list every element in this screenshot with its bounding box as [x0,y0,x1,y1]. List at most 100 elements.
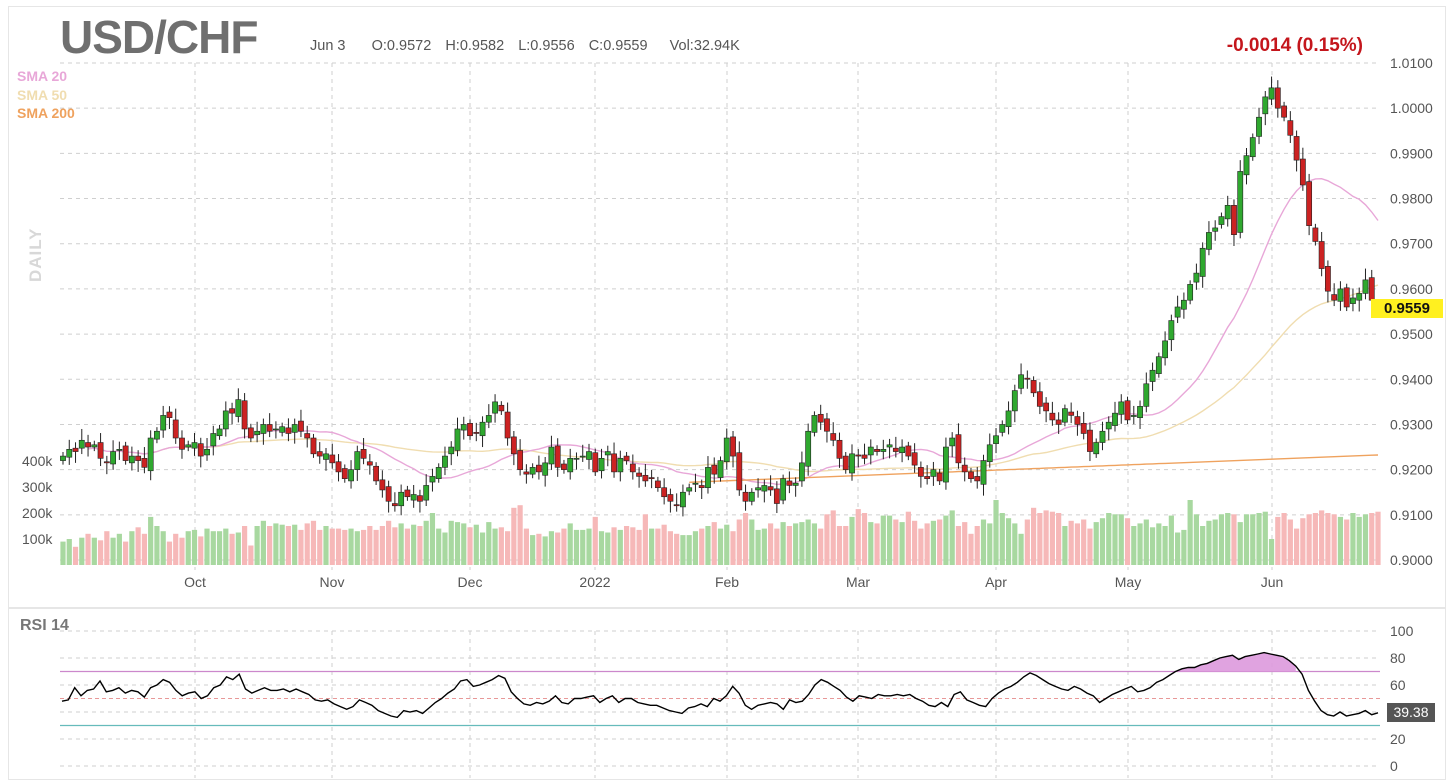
candle-body [1212,227,1219,232]
candle [1299,147,1306,191]
volume-bar [379,526,385,565]
candle [1080,412,1087,440]
candle [1180,292,1187,319]
candle-body [160,415,167,431]
volume-bar [1137,523,1143,565]
candle-body [504,411,511,439]
volume-bar [185,531,191,565]
volume-bar [1231,514,1237,565]
volume-bar [360,529,367,565]
candle-body [579,455,586,458]
legend-sma20[interactable]: SMA 20 [17,68,68,84]
candle [78,428,85,455]
candle-body [974,476,981,482]
volume-bar [761,528,767,565]
volume-bar [504,531,511,565]
candle-body [1043,402,1050,412]
candle [767,475,774,496]
candle-body [172,419,179,439]
candle [780,474,787,505]
rsi-tick-label: 60 [1390,677,1406,693]
candle [917,461,924,488]
candle [1350,288,1356,312]
rsi-line [61,651,1379,719]
volume-bar [924,523,930,565]
ohlc-readout: Jun 3 O:0.9572 H:0.9582 L:0.9556 C:0.955… [310,38,750,54]
candle [91,440,98,452]
candle-body [285,427,292,434]
candle-body [623,455,630,461]
volume-bar [1337,516,1344,565]
candle-body [266,424,273,432]
candle [886,438,893,459]
candle [711,457,718,484]
volume-bar [974,526,980,565]
candle [1130,405,1137,425]
volume-bar [354,531,360,565]
candle [1055,412,1062,434]
volume-bar [705,526,711,565]
candle-body [1162,340,1168,359]
candle-body [1274,87,1281,109]
volume-bar [267,526,273,565]
volume-bar [523,528,529,565]
volume-bar [1356,516,1362,565]
volume-bar [774,528,780,565]
candle [354,445,361,481]
candle-body [1331,294,1338,301]
candle [172,408,179,444]
candle-body [1155,356,1162,374]
candle [1237,160,1244,239]
candle [260,418,267,445]
candle-body [1080,423,1087,434]
candle-body [479,421,486,437]
volume-bar [1344,519,1350,565]
candle [366,454,373,475]
candle [1337,281,1344,311]
candle [692,473,699,493]
volume-bar [1243,514,1250,565]
volume-bar [811,523,818,565]
candle-body [642,474,649,482]
candle-body [1087,429,1093,452]
volume-bar [918,528,924,565]
candle-body [1168,320,1175,341]
volume-bar [235,532,241,565]
candle [179,430,185,459]
volume-bar [348,528,354,565]
candle-body [442,455,448,468]
volume-bar [204,528,210,565]
candle [1005,401,1012,435]
candle [892,436,899,458]
volume-bar [1168,515,1174,565]
volume-bar [398,523,404,565]
volume-bar [605,532,611,565]
candle [1343,283,1350,312]
volume-bar [548,531,555,565]
candle [748,488,755,506]
candle [805,423,812,476]
candle-body [1243,155,1250,176]
legend-sma200[interactable]: SMA 200 [17,105,75,121]
month-tick-label: Nov [320,574,345,590]
candle-body [1180,299,1187,310]
volume-bar [1024,519,1030,565]
candle [1118,394,1125,424]
volume-bar [1212,519,1218,565]
candle [592,448,599,476]
candle [166,406,173,429]
volume-bar [724,524,730,565]
candle [830,422,837,447]
candle [229,402,235,425]
candle-body [85,442,91,448]
candle [235,388,242,423]
month-tick-label: Dec [458,574,483,590]
legend-sma50[interactable]: SMA 50 [17,86,68,103]
candle [1187,280,1194,305]
candle-body [629,463,636,473]
candle [842,452,849,474]
volume-bar [292,524,298,565]
volume-bar [1043,510,1049,565]
volume-bar [886,515,893,565]
